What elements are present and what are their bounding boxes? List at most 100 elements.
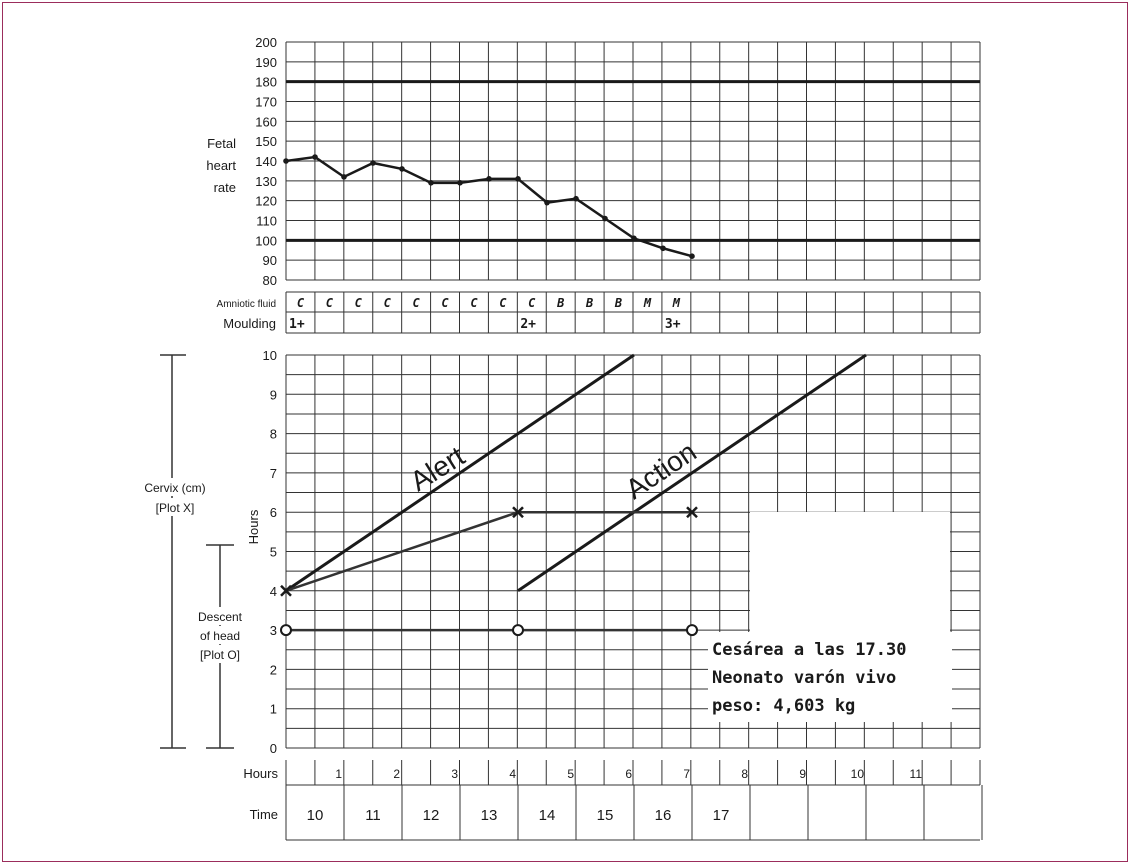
cervix-x-marker	[512, 506, 524, 519]
amniotic-fluid-label: Amniotic fluid	[217, 299, 276, 310]
descent-label-bg	[192, 607, 248, 625]
amniotic-fluid-value: C	[326, 296, 334, 310]
amniotic-fluid-value: C	[470, 296, 478, 310]
fhr-data-point	[631, 235, 637, 242]
time-row-value: 14	[539, 807, 556, 824]
fhr-y-tick-label: 130	[255, 174, 277, 189]
descent-o-marker	[686, 624, 698, 637]
fhr-y-tick-label: 180	[255, 75, 277, 90]
cervix-y-tick-label: 3	[270, 623, 277, 638]
annotation-mask-upper	[750, 512, 950, 632]
time-row-value: 16	[655, 807, 672, 824]
fhr-y-tick-label: 80	[263, 273, 277, 288]
hours-row-value: 7	[683, 767, 690, 781]
hours-row-value: 10	[851, 767, 865, 781]
fhr-y-tick-label: 160	[255, 114, 277, 129]
hours-row-value: 8	[741, 767, 748, 781]
hours-row-value: 1	[335, 767, 342, 781]
moulding-value: 3+	[665, 317, 681, 332]
fhr-data-point	[283, 158, 289, 164]
amniotic-fluid-value: B	[614, 296, 622, 310]
fhr-data-point	[689, 253, 695, 259]
fhr-y-tick-label: 140	[255, 154, 277, 169]
fhr-data-point	[544, 199, 550, 206]
fhr-data-point	[370, 160, 376, 166]
time-row-value: 12	[423, 807, 440, 824]
cervix-y-tick-label: 8	[270, 427, 277, 442]
amniotic-fluid-value: C	[441, 296, 449, 310]
fhr-axis-label: heart	[206, 158, 236, 173]
moulding-value: 2+	[520, 317, 536, 332]
cervix-x-marker	[686, 506, 698, 519]
hours-row-value: 9	[799, 767, 806, 781]
cervix-hours-axis-label: Hours	[246, 509, 261, 544]
hours-row-value: 6	[625, 767, 632, 781]
fhr-y-tick-label: 100	[255, 233, 277, 248]
time-row-value: 17	[713, 807, 730, 824]
fhr-data-point	[602, 215, 608, 222]
amniotic-fluid-value: B	[585, 296, 593, 310]
hours-row-value: 5	[567, 767, 574, 781]
descent-label-bg	[192, 645, 248, 663]
amniotic-fluid-value: B	[556, 296, 564, 310]
descent-o-marker	[512, 624, 524, 637]
hours-row-value: 2	[393, 767, 400, 781]
fhr-data-point	[515, 176, 521, 182]
cervix-y-tick-label: 0	[270, 741, 277, 756]
amniotic-fluid-value: C	[528, 296, 536, 310]
cervix-y-tick-label: 5	[270, 545, 277, 560]
time-row-value: 15	[597, 807, 614, 824]
hours-row-value: 3	[451, 767, 458, 781]
cervix-x-marker	[280, 584, 292, 597]
time-row-value: 11	[365, 807, 381, 824]
moulding-value: 1+	[289, 317, 305, 332]
fhr-data-point	[312, 154, 318, 160]
fhr-y-tick-label: 200	[255, 35, 277, 50]
fhr-y-tick-label: 120	[255, 194, 277, 209]
fhr-y-tick-label: 110	[256, 214, 277, 229]
fhr-data-point	[399, 166, 405, 172]
fhr-axis-label: Fetal	[207, 136, 236, 151]
descent-o-marker	[280, 624, 292, 637]
cervix-label-bg	[142, 478, 208, 496]
amniotic-fluid-value: M	[643, 296, 652, 310]
fhr-data-point	[573, 195, 579, 202]
annotation-line: Cesárea a las 17.30	[712, 640, 906, 660]
fhr-y-tick-label: 170	[255, 95, 277, 110]
cervix-y-tick-label: 1	[270, 702, 277, 717]
descent-axis-label: of head	[200, 629, 240, 643]
descent-axis-label: [Plot O]	[200, 648, 240, 662]
axis-labels: 2001901801701601501401301201101009080Fet…	[142, 35, 922, 824]
fhr-data-point	[486, 176, 492, 182]
cervix-y-tick-label: 2	[270, 662, 277, 677]
time-row-value: 13	[481, 807, 498, 824]
time-row-value: 10	[307, 807, 324, 824]
cervix-y-tick-label: 4	[270, 584, 277, 599]
annotation-line: Neonato varón vivo	[712, 668, 896, 688]
annotation-box: Cesárea a las 17.30 Neonato varón vivo pes…	[708, 512, 952, 722]
amniotic-fluid-value: C	[499, 296, 507, 310]
amniotic-fluid-value: C	[384, 296, 392, 310]
moulding-label: Moulding	[223, 316, 276, 331]
cervix-y-tick-label: 7	[270, 466, 277, 481]
fhr-y-tick-label: 150	[255, 134, 277, 149]
fhr-plot	[283, 80, 980, 259]
fhr-y-tick-label: 190	[255, 55, 277, 70]
hours-row-value: 11	[910, 767, 923, 781]
amniotic-fluid-value: C	[355, 296, 363, 310]
action-line	[517, 353, 867, 593]
amniotic-fluid-value: C	[413, 296, 421, 310]
cervix-y-tick-label: 6	[270, 505, 277, 520]
cervix-y-tick-label: 10	[263, 348, 277, 363]
fhr-y-tick-label: 90	[263, 253, 277, 268]
fhr-axis-label: rate	[214, 180, 236, 195]
fhr-data-point	[457, 180, 463, 186]
fhr-data-point	[341, 174, 347, 180]
amniotic-fluid-value: M	[672, 296, 681, 310]
alert-line	[285, 353, 635, 593]
fhr-data-point	[660, 245, 666, 252]
cervix-axis-label: Cervix (cm)	[144, 481, 205, 495]
annotation-mask-lower	[708, 632, 952, 722]
fhr-data-point	[428, 180, 434, 186]
